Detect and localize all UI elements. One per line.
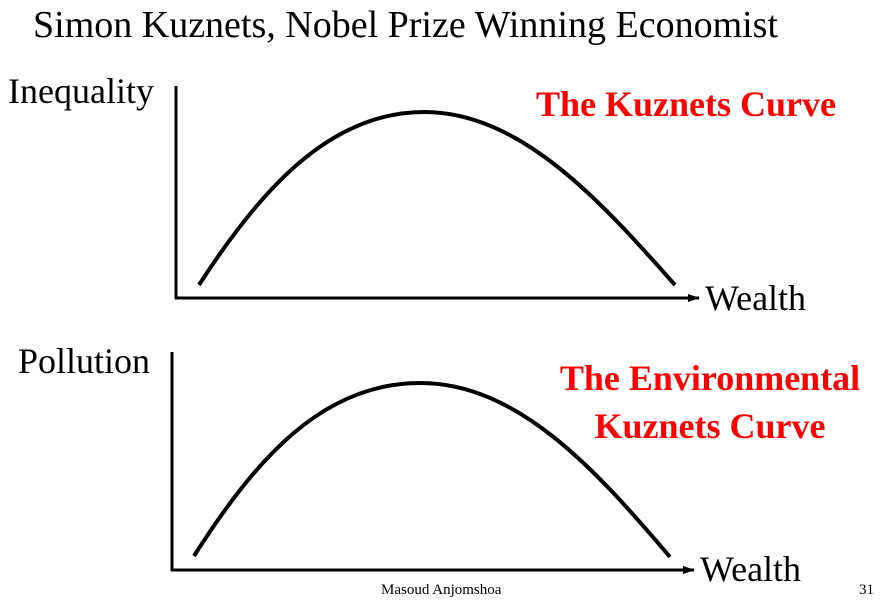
y-axis-label-pollution: Pollution — [18, 341, 151, 381]
environmental-kuznets-curve-chart — [170, 352, 695, 574]
inverted-u-curve-top — [197, 109, 677, 287]
kuznets-curve-chart — [174, 86, 700, 302]
x-axis-label-wealth-top: Wealth — [705, 278, 807, 318]
y-axis-label-inequality: Inequality — [8, 71, 154, 111]
x-axis-label-wealth-bottom: Wealth — [700, 549, 802, 589]
footer-author: Masoud Anjomshoa — [381, 582, 502, 598]
environmental-kuznets-curve-label-line-2: Kuznets Curve — [594, 406, 826, 446]
slide-number: 31 — [859, 582, 874, 598]
environmental-kuznets-curve-label-line-1: The Environmental — [559, 358, 861, 398]
slide-title: Simon Kuznets, Nobel Prize Winning Econo… — [33, 4, 779, 46]
kuznets-curve-label: The Kuznets Curve — [536, 84, 836, 124]
inverted-u-curve-bottom — [192, 380, 672, 559]
environmental-kuznets-curve-label: The Environmental Kuznets Curve — [532, 354, 884, 450]
